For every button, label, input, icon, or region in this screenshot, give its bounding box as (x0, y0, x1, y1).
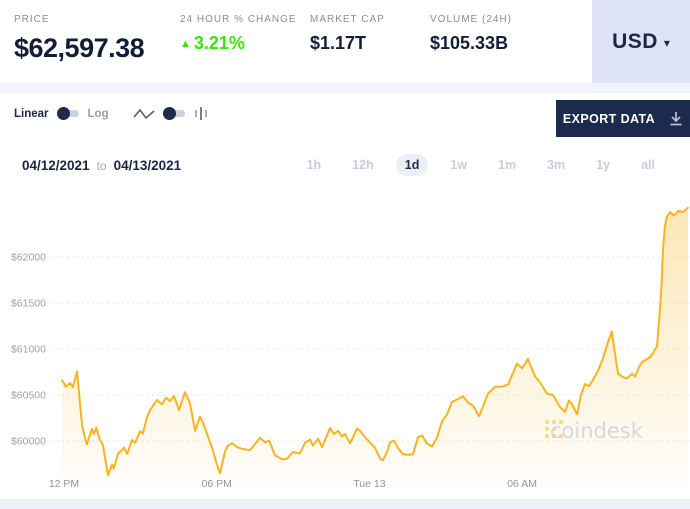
up-arrow-icon: ▲ (180, 37, 191, 50)
linear-scale-label[interactable]: Linear (14, 107, 49, 120)
y-axis-tick-label: $60500 (11, 390, 46, 402)
stat-volume: VOLUME (24H) $105.33B (430, 14, 512, 64)
market-cap-label: MARKET CAP (310, 14, 385, 25)
change-percent: 3.21% (193, 33, 245, 53)
range-1y[interactable]: 1y (596, 158, 611, 172)
range-1m[interactable]: 1m (498, 158, 517, 172)
currency-selector[interactable]: USD ▾ (592, 0, 690, 83)
range-12h[interactable]: 12h (352, 158, 374, 172)
bottom-strip (0, 499, 690, 509)
range-1w[interactable]: 1w (450, 158, 468, 172)
chart-type-toggle-switch[interactable] (162, 107, 185, 120)
time-range-selector: 1h 12h 1d 1w 1m 3m 1y all (298, 154, 664, 176)
range-1h[interactable]: 1h (306, 158, 322, 172)
bar-chart-icon[interactable] (194, 106, 209, 121)
end-date-input[interactable]: 04/13/2021 (113, 157, 182, 173)
log-scale-label[interactable]: Log (87, 107, 109, 120)
stat-24h-change: 24 HOUR % CHANGE ▲ 3.21% (180, 14, 310, 64)
date-range: 04/12/2021 to 04/13/2021 (22, 158, 181, 173)
range-1d[interactable]: 1d (395, 154, 429, 176)
export-data-button[interactable]: EXPORT DATA (556, 100, 690, 137)
price-label: PRICE (14, 14, 50, 25)
market-cap-value: $1.17T (310, 33, 367, 53)
volume-label: VOLUME (24H) (430, 14, 513, 25)
download-icon (670, 112, 682, 126)
stat-market-cap: MARKET CAP $1.17T (310, 14, 430, 64)
start-date-input[interactable]: 04/12/2021 (22, 157, 90, 173)
chevron-down-icon: ▾ (663, 36, 670, 50)
toggle-knob (162, 107, 176, 120)
change-label: 24 HOUR % CHANGE (180, 14, 297, 25)
price-value: $62,597.38 (14, 33, 145, 63)
scale-and-type-controls: Linear Log (14, 106, 209, 121)
price-header: PRICE $62,597.38 24 HOUR % CHANGE ▲ 3.21… (0, 0, 690, 83)
y-axis-tick-label: $61500 (11, 298, 46, 310)
chart-toolbar: Linear Log EXPORT DATA (0, 93, 690, 140)
range-row: 04/12/2021 to 04/13/2021 1h 12h 1d 1w 1m… (0, 140, 690, 190)
currency-value: USD (612, 29, 658, 53)
y-axis-tick-label: $61000 (11, 344, 46, 356)
date-range-separator: to (96, 158, 107, 173)
change-value: ▲ 3.21% (180, 33, 310, 54)
header-divider (0, 83, 690, 93)
range-3m[interactable]: 3m (547, 158, 566, 172)
line-chart-icon[interactable] (132, 107, 155, 121)
price-line (61, 206, 689, 476)
y-axis-tick-label: $60000 (11, 436, 46, 448)
volume-value: $105.33B (430, 33, 509, 53)
stat-price: PRICE $62,597.38 (14, 14, 180, 64)
price-area-fill (62, 207, 688, 490)
chart-type-controls (132, 106, 209, 121)
export-data-label: EXPORT DATA (562, 111, 656, 126)
scale-toggle-switch[interactable] (56, 107, 79, 120)
range-all[interactable]: all (641, 158, 655, 172)
y-axis-tick-label: $62000 (11, 252, 46, 264)
stats-row: PRICE $62,597.38 24 HOUR % CHANGE ▲ 3.21… (0, 0, 690, 64)
toggle-knob (56, 107, 70, 120)
